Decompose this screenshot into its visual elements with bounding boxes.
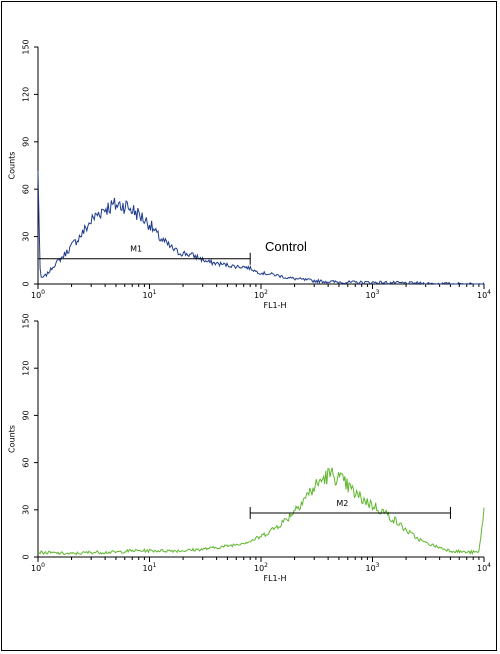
y-tick-label: 120 (22, 361, 31, 376)
y-tick-label: 120 (22, 87, 31, 102)
y-tick-label: 90 (22, 137, 31, 147)
histogram-panel-1: 0 30 60 90 120 150 Counts 100 101 102 103 104 FL1-H M… (8, 39, 492, 310)
x-tick-label: 101 (142, 562, 156, 573)
x-tick-label: 104 (477, 562, 491, 573)
x-tick-label: 104 (477, 289, 491, 300)
x-tick-label: 101 (142, 289, 156, 300)
histogram-trace (37, 467, 485, 556)
y-tick-label: 150 (22, 39, 31, 54)
y-tick-label: 90 (22, 410, 31, 420)
y-tick-label: 150 (22, 313, 31, 328)
x-tick-label: 103 (365, 289, 379, 300)
y-axis-title: Counts (8, 152, 17, 180)
y-tick-label: 60 (22, 458, 31, 468)
y-axis-title: Counts (8, 425, 17, 453)
x-tick-label: 100 (31, 562, 45, 573)
x-axis-title: FL1-H (263, 574, 286, 583)
histogram-panel-2: 0 30 60 90 120 150 Counts 100 101 102 103 104 FL1-H M… (8, 313, 492, 583)
annotation-label: Control (265, 239, 307, 254)
y-tick-label: 0 (22, 554, 31, 559)
histogram-trace (37, 170, 485, 285)
gate-label: M1 (130, 245, 142, 254)
x-axis-title: FL1-H (263, 301, 286, 310)
y-tick-label: 30 (22, 232, 31, 242)
x-tick-label: 102 (254, 562, 268, 573)
x-tick-label: 100 (31, 289, 45, 300)
y-tick-label: 30 (22, 505, 31, 515)
y-tick-label: 60 (22, 184, 31, 194)
y-tick-label: 0 (22, 281, 31, 286)
x-tick-label: 103 (365, 562, 379, 573)
gate-label: M2 (336, 499, 348, 508)
x-tick-label: 102 (254, 289, 268, 300)
